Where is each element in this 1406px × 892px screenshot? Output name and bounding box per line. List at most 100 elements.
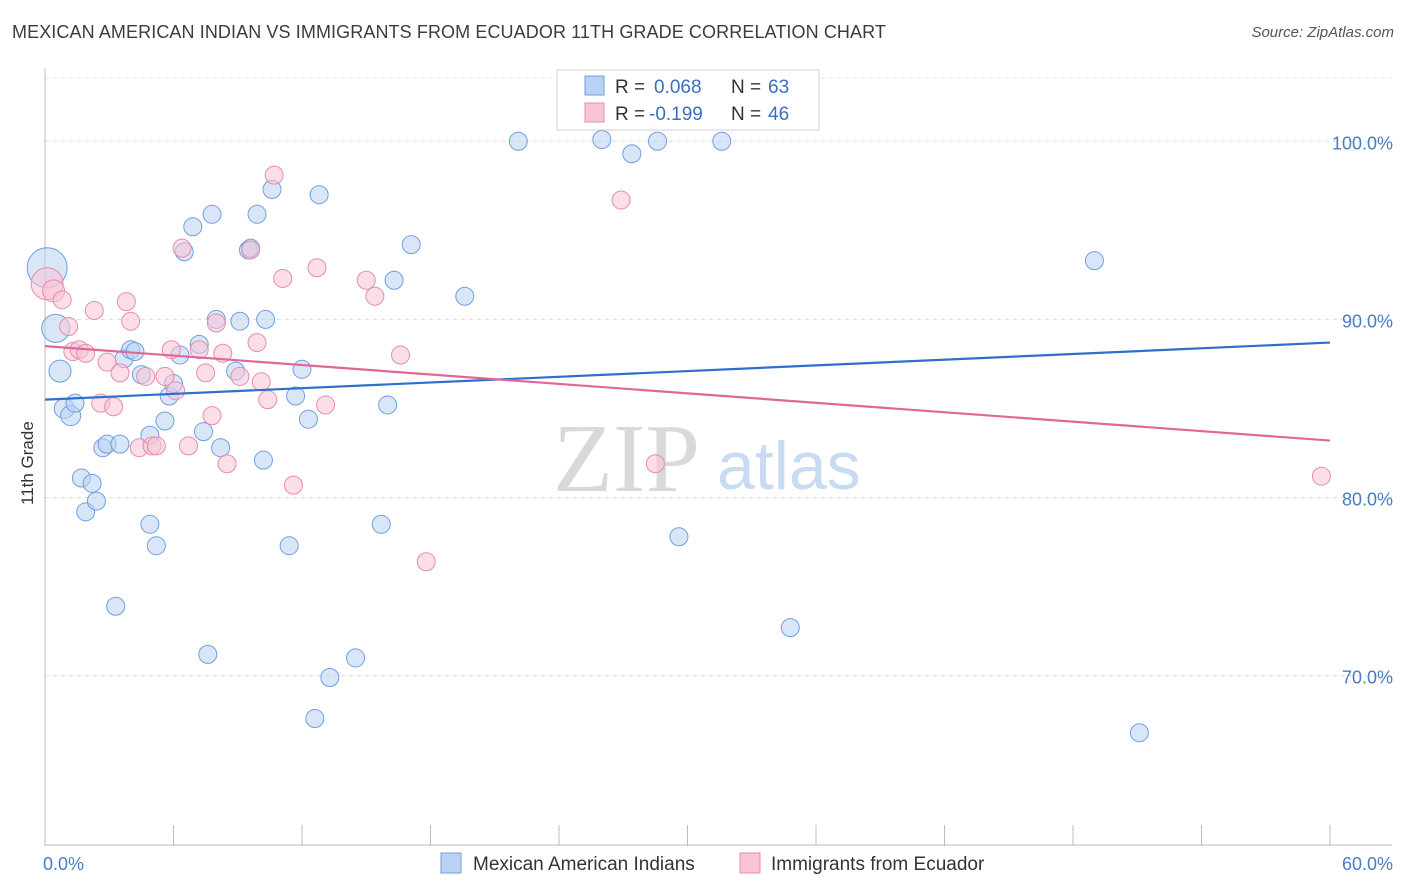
legend-label-immigrants-from-ecuador: Immigrants from Ecuador: [771, 854, 985, 875]
data-point: [320, 668, 340, 688]
data-point: [241, 240, 261, 260]
legend-r-value-2: -0.199: [649, 104, 703, 125]
data-point: [82, 473, 102, 493]
data-point: [307, 258, 327, 278]
data-point: [230, 311, 250, 331]
data-point: [279, 536, 299, 556]
data-point: [86, 491, 106, 511]
axes: [44, 68, 1392, 846]
data-point: [645, 454, 665, 474]
data-point: [346, 648, 366, 668]
data-point: [1084, 251, 1104, 271]
data-point: [508, 131, 528, 151]
data-point: [416, 552, 436, 572]
x-tick-labels: 0.0% 60.0%: [43, 854, 1393, 874]
data-point: [648, 131, 668, 151]
data-point: [189, 340, 209, 360]
data-point: [309, 185, 329, 205]
trend-line-immigrants-from-ecuador: [44, 345, 1331, 442]
data-point: [172, 238, 192, 258]
data-point: [286, 386, 306, 406]
trend-line-mexican-american-indians: [44, 341, 1331, 401]
data-point: [1311, 466, 1331, 486]
data-point: [292, 359, 312, 379]
data-point: [253, 450, 273, 470]
data-point: [146, 536, 166, 556]
series-immigrants-from-ecuador-points: [30, 165, 1331, 572]
legend-n-value-1: 63: [768, 77, 789, 98]
data-point: [611, 190, 631, 210]
data-point: [202, 406, 222, 426]
data-point: [283, 475, 303, 495]
legend-swatch-immigrants-from-ecuador: [739, 852, 761, 874]
data-point: [198, 644, 218, 664]
data-point: [264, 165, 284, 185]
data-point: [669, 527, 689, 547]
data-point: [146, 436, 166, 456]
data-points: [26, 129, 1331, 743]
data-point: [378, 395, 398, 415]
legend-swatch-blue: [584, 75, 605, 96]
data-point: [217, 454, 237, 474]
data-point: [1129, 723, 1149, 743]
data-point: [211, 438, 231, 458]
data-point: [155, 411, 175, 431]
data-point: [384, 270, 404, 290]
data-point: [59, 317, 79, 337]
data-point: [401, 235, 421, 255]
watermark: ZIP atlas: [553, 405, 861, 513]
data-point: [780, 618, 800, 638]
legend-n-label-2: N =: [731, 104, 761, 125]
data-point: [247, 204, 267, 224]
data-point: [206, 313, 226, 333]
x-tick-label: 60.0%: [1342, 854, 1393, 874]
legend-r-label-1: R =: [615, 77, 645, 98]
data-point: [140, 514, 160, 534]
data-point: [104, 397, 124, 417]
y-tick-labels: 70.0% 80.0% 90.0% 100.0%: [1332, 133, 1393, 687]
data-point: [116, 292, 136, 312]
x-tick-label: 0.0%: [43, 854, 84, 874]
data-point: [365, 286, 385, 306]
data-point: [247, 333, 267, 353]
data-point: [251, 372, 271, 392]
data-point: [202, 204, 222, 224]
watermark-atlas: atlas: [717, 428, 861, 504]
data-point: [106, 596, 126, 616]
legend-r-label-2: R =: [615, 104, 645, 125]
data-point: [84, 301, 104, 321]
data-point: [258, 390, 278, 410]
data-point: [196, 363, 216, 383]
data-point: [193, 422, 213, 442]
data-point: [52, 290, 72, 310]
data-point: [356, 270, 376, 290]
data-point: [121, 311, 141, 331]
data-point: [316, 395, 336, 415]
data-point: [178, 436, 198, 456]
data-point: [371, 514, 391, 534]
y-tick-label: 70.0%: [1342, 668, 1393, 688]
data-point: [230, 366, 250, 386]
legend-n-label-1: N =: [731, 77, 761, 98]
chart-title: MEXICAN AMERICAN INDIAN VS IMMIGRANTS FR…: [12, 22, 886, 42]
legend-swatch-mexican-american-indians: [440, 852, 462, 874]
data-point: [183, 217, 203, 237]
data-point: [110, 434, 130, 454]
data-point: [166, 381, 186, 401]
legend-r-value-1: 0.068: [654, 77, 702, 98]
data-point: [65, 393, 85, 413]
y-tick-label: 90.0%: [1342, 311, 1393, 331]
data-point: [592, 129, 612, 149]
data-point: [97, 352, 117, 372]
data-point: [455, 286, 475, 306]
data-point: [48, 359, 72, 383]
data-point: [391, 345, 411, 365]
data-point: [155, 366, 175, 386]
trend-lines: [44, 341, 1331, 442]
legend-swatch-pink: [584, 102, 605, 123]
series-legend: Mexican American Indians Immigrants from…: [440, 852, 985, 875]
legend-label-mexican-american-indians: Mexican American Indians: [473, 854, 695, 875]
y-axis-label: 11th Grade: [18, 421, 37, 505]
y-tick-label: 100.0%: [1332, 133, 1393, 153]
